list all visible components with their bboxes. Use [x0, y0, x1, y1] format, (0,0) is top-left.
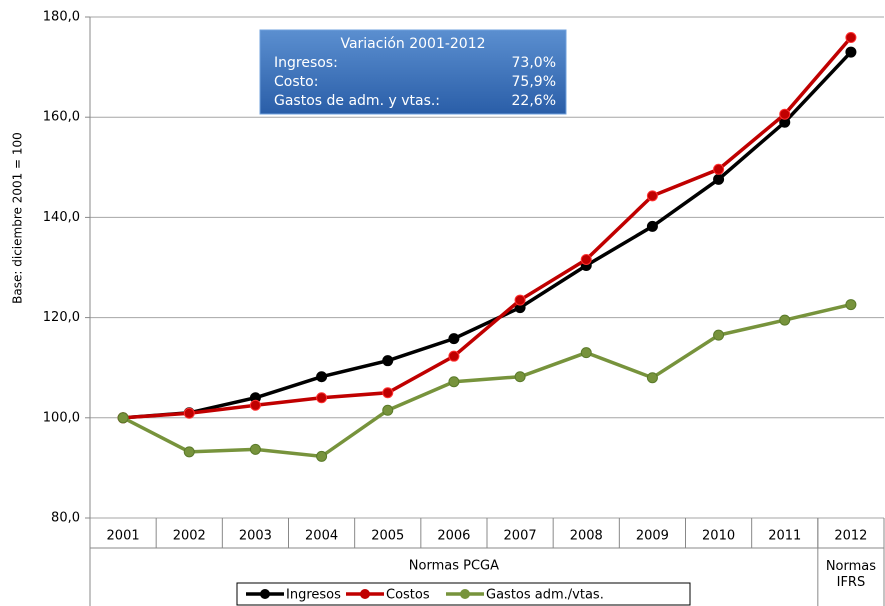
x-tick-label: 2005 — [371, 529, 404, 544]
series-line — [122, 302, 852, 459]
series-point — [382, 404, 394, 416]
y-tick-label: 180,0 — [43, 10, 80, 25]
series-point — [448, 333, 460, 345]
series-point — [448, 376, 460, 388]
series-point — [316, 371, 328, 383]
legend: Ingresos Costos Gastos adm./vtas. — [236, 582, 691, 606]
y-tick-label: 140,0 — [43, 210, 80, 225]
series-point — [580, 253, 592, 265]
y-tick-label: 160,0 — [43, 110, 80, 125]
legend-label: Ingresos — [286, 588, 341, 603]
series-point — [713, 163, 725, 175]
series-point — [316, 450, 328, 462]
series-point — [514, 371, 526, 383]
annotation-value: 22,6% — [512, 93, 556, 109]
group-label: Normas IFRS — [826, 559, 876, 590]
series-point — [448, 350, 460, 362]
series-point — [382, 387, 394, 399]
legend-marker — [360, 589, 370, 599]
y-tick-label: 120,0 — [43, 310, 80, 325]
legend-marker — [260, 589, 270, 599]
series-point — [845, 299, 857, 311]
series-line — [122, 50, 853, 420]
annotation-label: Gastos de adm. y vtas.: — [274, 93, 440, 109]
series-point — [713, 173, 725, 185]
series-point — [580, 347, 592, 359]
x-tick-label: 2003 — [239, 529, 272, 544]
annotation-label: Costo: — [274, 74, 318, 90]
series-point — [249, 443, 261, 455]
annotation-value: 73,0% — [512, 55, 556, 71]
series-point — [646, 220, 658, 232]
series-point — [779, 314, 791, 326]
x-tick-label: 2001 — [107, 529, 140, 544]
series-line — [122, 36, 853, 420]
series-point — [316, 392, 328, 404]
y-axis-label: Base: diciembre 2001 = 100 — [11, 132, 25, 304]
series-point — [713, 329, 725, 341]
series-point — [779, 108, 791, 120]
series-point — [514, 294, 526, 306]
series-point — [117, 412, 129, 424]
x-tick-label: 2002 — [173, 529, 206, 544]
series-point — [646, 372, 658, 384]
series-point — [183, 407, 195, 419]
annotation-label: Ingresos: — [274, 55, 338, 71]
series-point — [183, 446, 195, 458]
legend-marker — [460, 589, 470, 599]
x-tick-label: 2004 — [305, 529, 338, 544]
y-tick-label: 100,0 — [43, 410, 80, 425]
annotation-box — [259, 29, 567, 115]
x-tick-label: 2011 — [768, 529, 801, 544]
group-label: Normas PCGA — [409, 559, 499, 574]
series-point — [845, 46, 857, 58]
x-tick-label: 2006 — [437, 529, 470, 544]
series-point — [249, 399, 261, 411]
group-label-line: IFRS — [837, 575, 866, 590]
annotation-value: 75,9% — [512, 74, 556, 90]
x-tick-label: 2007 — [504, 529, 537, 544]
group-label-line: Normas — [826, 559, 876, 574]
series-point — [382, 355, 394, 367]
annotation-title: Variación 2001-2012 — [340, 36, 485, 52]
series-point — [845, 32, 857, 44]
x-tick-label: 2009 — [636, 529, 669, 544]
y-tick-label: 80,0 — [51, 511, 80, 526]
legend-label: Gastos adm./vtas. — [486, 588, 604, 603]
series-point — [646, 190, 658, 202]
x-tick-label: 2012 — [834, 529, 867, 544]
x-tick-label: 2008 — [570, 529, 603, 544]
legend-label: Costos — [386, 588, 430, 603]
x-tick-label: 2010 — [702, 529, 735, 544]
